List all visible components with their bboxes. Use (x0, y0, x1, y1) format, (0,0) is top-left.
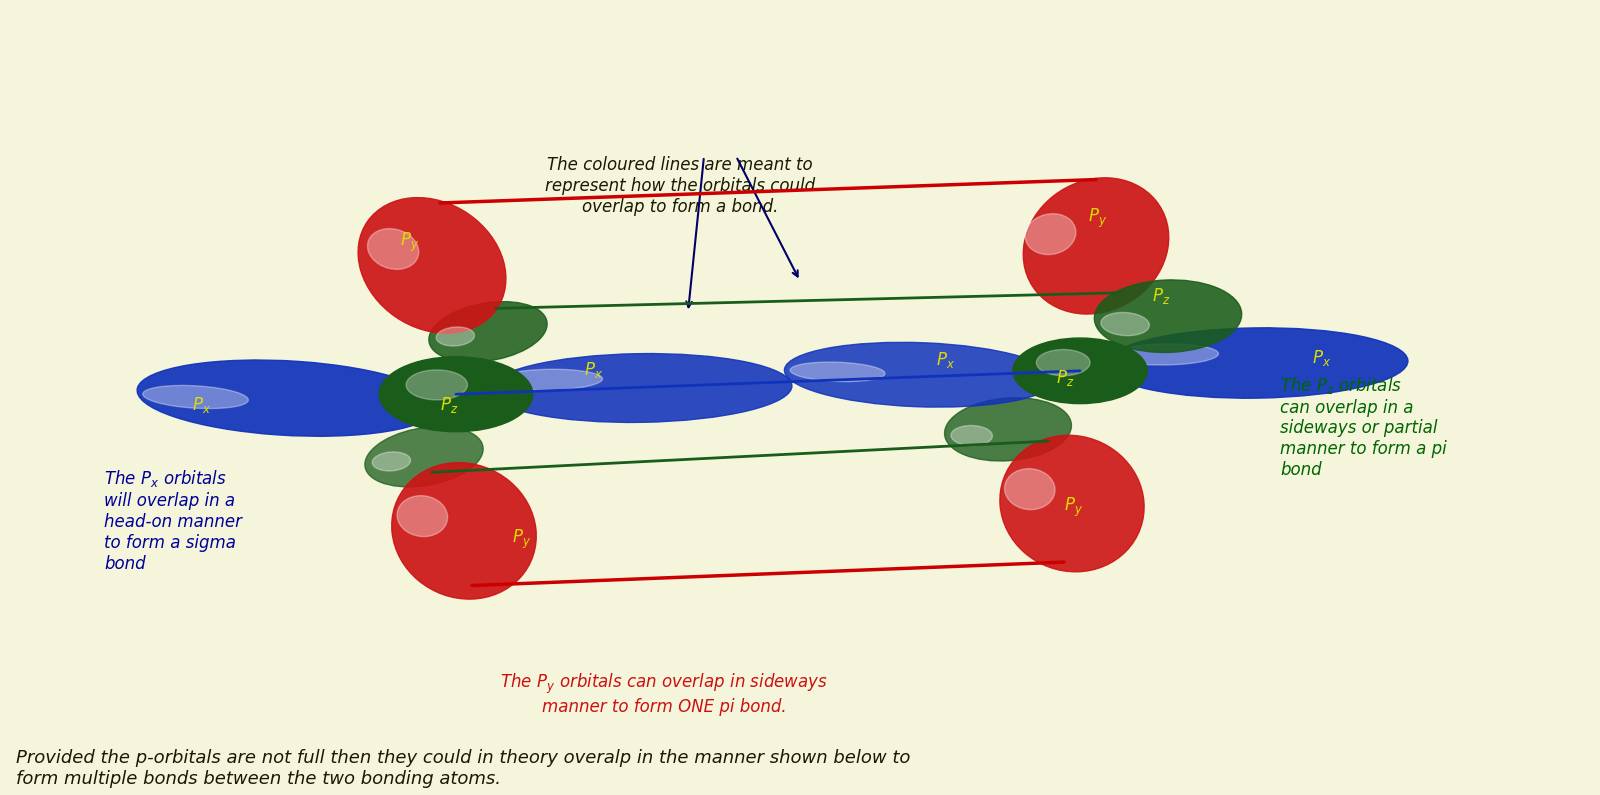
Ellipse shape (790, 362, 885, 382)
Text: $P_y$: $P_y$ (1064, 496, 1083, 519)
Ellipse shape (944, 398, 1072, 461)
Ellipse shape (784, 343, 1056, 407)
Ellipse shape (1024, 178, 1168, 314)
Ellipse shape (368, 229, 419, 270)
Ellipse shape (1005, 469, 1054, 510)
Text: Provided the p-orbitals are not full then they could in theory overalp in the ma: Provided the p-orbitals are not full the… (16, 750, 910, 789)
Text: $P_z$: $P_z$ (440, 395, 458, 415)
Text: $P_y$: $P_y$ (512, 527, 531, 551)
Circle shape (379, 357, 533, 432)
Text: $P_y$: $P_y$ (400, 231, 419, 254)
Text: $P_z$: $P_z$ (1152, 285, 1170, 305)
Ellipse shape (1026, 214, 1075, 254)
Text: $P_x$: $P_x$ (584, 359, 603, 380)
Ellipse shape (950, 425, 992, 446)
Text: $P_x$: $P_x$ (1312, 348, 1331, 368)
Ellipse shape (496, 369, 603, 390)
Ellipse shape (1000, 436, 1144, 572)
Text: $P_x$: $P_x$ (936, 350, 955, 370)
Text: $P_y$: $P_y$ (1088, 207, 1107, 231)
Ellipse shape (373, 452, 411, 471)
Ellipse shape (437, 327, 475, 346)
Ellipse shape (1094, 280, 1242, 352)
Circle shape (1037, 350, 1090, 376)
Ellipse shape (488, 354, 792, 422)
Text: The coloured lines are meant to
represent how the orbitals could
overlap to form: The coloured lines are meant to represen… (546, 156, 814, 215)
Text: The P$_z$ orbitals
can overlap in a
sideways or partial
manner to form a pi
bond: The P$_z$ orbitals can overlap in a side… (1280, 374, 1446, 479)
Ellipse shape (138, 360, 438, 436)
Circle shape (406, 370, 467, 400)
Text: $P_x$: $P_x$ (192, 395, 211, 415)
Ellipse shape (1112, 344, 1219, 365)
Text: The P$_x$ orbitals
will overlap in a
head-on manner
to form a sigma
bond: The P$_x$ orbitals will overlap in a hea… (104, 468, 242, 572)
Ellipse shape (1101, 312, 1149, 335)
Text: The P$_y$ orbitals can overlap in sideways
manner to form ONE pi bond.: The P$_y$ orbitals can overlap in sidewa… (501, 672, 827, 716)
Ellipse shape (358, 198, 506, 333)
Ellipse shape (397, 495, 448, 537)
Ellipse shape (429, 301, 547, 362)
Circle shape (1013, 338, 1147, 404)
Ellipse shape (1104, 328, 1408, 398)
Ellipse shape (142, 386, 248, 409)
Ellipse shape (392, 463, 536, 599)
Text: $P_z$: $P_z$ (1056, 367, 1074, 387)
Ellipse shape (365, 426, 483, 487)
